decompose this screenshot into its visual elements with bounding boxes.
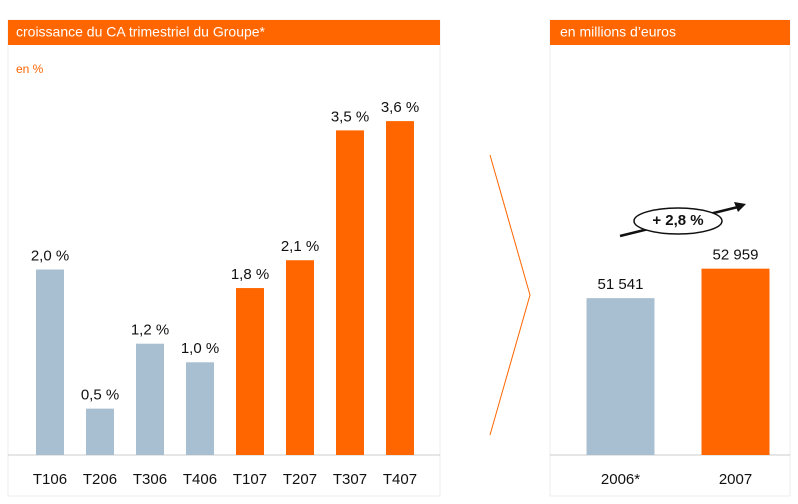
data-label: 3,5 % xyxy=(331,108,369,125)
bar xyxy=(586,298,655,455)
bar xyxy=(36,269,64,455)
right-title: en millions d’euros xyxy=(560,24,676,40)
bar xyxy=(236,288,264,455)
bar xyxy=(136,343,164,455)
data-label: 2,0 % xyxy=(31,247,69,264)
annotation: + 2,8 % xyxy=(652,212,703,229)
left-subtitle: en % xyxy=(16,62,44,76)
x-tick-label: T207 xyxy=(283,471,317,488)
x-tick-label: 2006* xyxy=(601,471,640,488)
bar xyxy=(336,130,364,455)
data-label: 0,5 % xyxy=(81,387,119,404)
bar xyxy=(186,362,214,455)
left-header xyxy=(8,20,440,45)
bar xyxy=(701,268,770,455)
left-title: croissance du CA trimestriel du Groupe* xyxy=(16,24,266,40)
data-label: 2,1 % xyxy=(281,238,319,255)
x-tick-label: T206 xyxy=(83,471,117,488)
data-label: 3,6 % xyxy=(381,99,419,116)
x-tick-label: T406 xyxy=(183,471,217,488)
x-tick-label: T107 xyxy=(233,471,267,488)
data-label: 1,0 % xyxy=(181,340,219,357)
x-tick-label: T106 xyxy=(33,471,67,488)
bar xyxy=(286,260,314,455)
bar xyxy=(386,121,414,455)
x-tick-label: T307 xyxy=(333,471,367,488)
transition-arrow xyxy=(489,154,531,436)
x-tick-label: T407 xyxy=(383,471,417,488)
x-tick-label: 2007 xyxy=(719,471,752,488)
data-label: 51 541 xyxy=(598,276,644,293)
left-panel xyxy=(7,19,441,497)
data-label: 52 959 xyxy=(713,247,759,264)
growth-arrowhead xyxy=(734,202,746,212)
data-label: 1,8 % xyxy=(231,266,269,283)
bar xyxy=(86,408,114,455)
right-header xyxy=(550,20,790,45)
data-label: 1,2 % xyxy=(131,322,169,339)
x-tick-label: T306 xyxy=(133,471,167,488)
annotation-oval xyxy=(633,207,723,235)
